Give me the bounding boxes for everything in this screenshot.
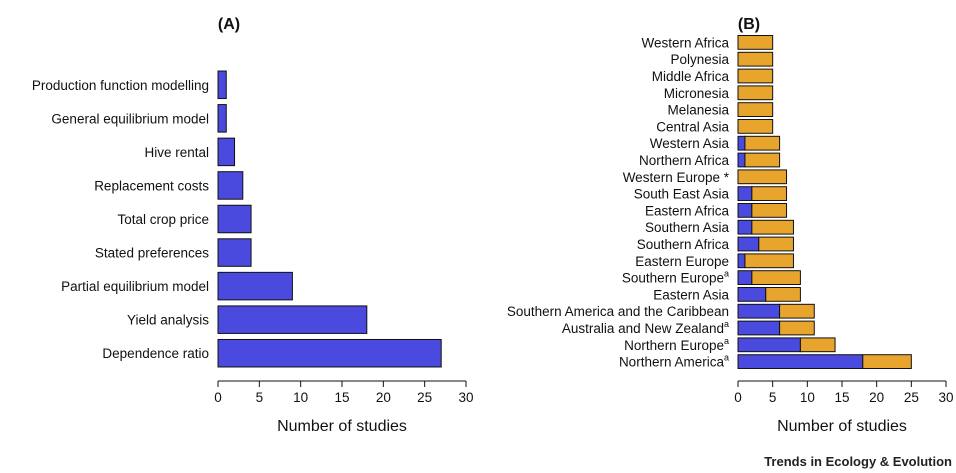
panel-a: (A) Production function modelling General … [32, 16, 474, 435]
x-axis-title: Number of studies [277, 418, 407, 435]
category-label: Southern America and the Caribbean [507, 304, 729, 319]
bar-segment [744, 253, 794, 269]
publisher-footer: Trends in Ecology & Evolution [764, 454, 952, 469]
category-label: Australia and New Zealanda [562, 319, 729, 336]
category-label: Southern Europea [622, 269, 729, 286]
category-label: Hive rental [144, 145, 209, 160]
bar-segment [737, 119, 774, 134]
category-label: South East Asia [634, 187, 730, 202]
category-label: Southern Asia [645, 220, 730, 235]
category-label: Southern Africa [637, 237, 730, 252]
category-label: Partial equilibrium model [61, 279, 209, 294]
bar-segment [737, 85, 774, 101]
bar-segment [737, 219, 753, 235]
category-label: General equilibrium model [51, 111, 209, 126]
category-label: Middle Africa [652, 69, 730, 84]
bar-segment [737, 287, 767, 302]
x-tick-label: 5 [256, 390, 264, 405]
x-tick-label: 25 [417, 390, 432, 405]
bar-segment [737, 337, 801, 353]
bar-segment [737, 236, 760, 252]
category-label: Polynesia [670, 52, 729, 67]
panel-b: (B) Western Africa Polynesia Middle Africa M… [507, 16, 954, 435]
bar-segment [737, 253, 746, 269]
bar [217, 104, 227, 133]
category-label: Total crop price [117, 212, 209, 227]
x-tick-label: 0 [734, 390, 742, 405]
category-label: Central Asia [656, 119, 729, 134]
category-label: Dependence ratio [102, 346, 209, 361]
x-tick-label: 20 [869, 390, 884, 405]
bar-segment [751, 203, 788, 218]
bar-segment [737, 102, 774, 117]
category-label: Replacement costs [94, 178, 209, 193]
x-tick-label: 30 [458, 390, 473, 405]
bar [217, 171, 244, 200]
bar [217, 137, 236, 167]
bar-segment [737, 354, 864, 369]
bar-segment [744, 152, 781, 168]
category-label: Western Africa [641, 35, 729, 50]
bar-segment [779, 303, 815, 319]
bar-segment [751, 219, 794, 235]
category-label: Eastern Africa [645, 203, 730, 218]
bar-segment [737, 186, 753, 201]
x-tick-label: 10 [293, 390, 308, 405]
bar [217, 204, 252, 234]
bar-segment [799, 337, 836, 353]
x-tick-label: 15 [334, 390, 349, 405]
category-label: Stated preferences [95, 246, 209, 261]
x-tick-label: 20 [376, 390, 391, 405]
bar [217, 271, 293, 301]
x-tick-label: 10 [800, 390, 815, 405]
bar-segment [751, 270, 801, 285]
bar-segment [758, 236, 794, 252]
category-label: Northern Americaa [619, 353, 729, 370]
bar-segment [737, 169, 788, 185]
bar [217, 70, 227, 100]
category-label: Western Europe * [623, 170, 730, 185]
x-tick-label: 5 [769, 390, 777, 405]
bar-segment [744, 135, 781, 151]
bar-segment [751, 186, 788, 201]
bar-segment [737, 303, 781, 319]
bar-segment [737, 152, 746, 168]
bar-segment [737, 35, 774, 50]
bar-segment [737, 68, 774, 84]
x-tick-label: 30 [938, 390, 953, 405]
bar-segment [862, 354, 912, 369]
x-tick-label: 15 [834, 390, 849, 405]
bar [217, 238, 252, 267]
bar-segment [737, 51, 774, 67]
category-label: Micronesia [664, 86, 730, 101]
x-tick-label: 25 [904, 390, 919, 405]
x-axis-title: Number of studies [777, 418, 907, 435]
category-label: Melanesia [667, 103, 729, 118]
bar-segment [737, 320, 781, 336]
bar [217, 305, 368, 334]
x-tick-label: 0 [214, 390, 222, 405]
bar-segment [765, 287, 801, 302]
category-label: Northern Europea [624, 336, 729, 353]
bar-segment [737, 203, 753, 218]
category-label: Production function modelling [32, 78, 209, 93]
category-label: Eastern Europe [635, 254, 729, 269]
category-label: Northern Africa [639, 153, 730, 168]
bar-segment [779, 320, 815, 336]
bar [217, 338, 442, 368]
category-label: Eastern Asia [653, 287, 729, 302]
bar-segment [737, 270, 753, 285]
bar-segment [737, 135, 746, 151]
category-label: Western Asia [650, 136, 730, 151]
panel-title: (A) [218, 16, 240, 33]
category-label: Yield analysis [127, 313, 209, 328]
panel-title: (B) [738, 16, 760, 33]
